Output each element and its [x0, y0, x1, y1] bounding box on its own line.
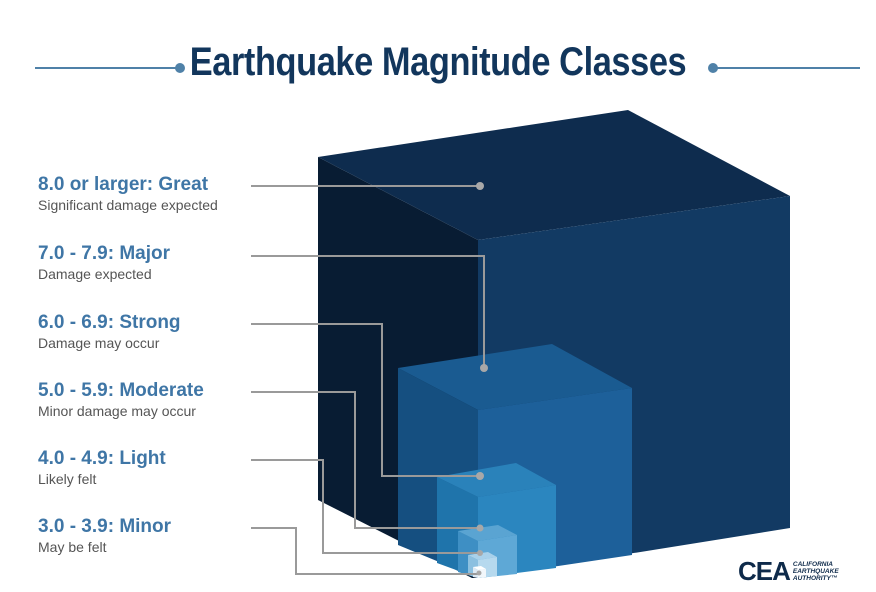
cube-minor-top-face — [473, 566, 486, 570]
title-rule-right — [714, 67, 860, 69]
connector-major-dot — [480, 364, 488, 372]
label-moderate-range: 5.0 - 5.9: Moderate — [38, 380, 204, 401]
cea-logo-subtitle: CALIFORNIA EARTHQUAKE AUTHORITY™ — [793, 561, 839, 582]
label-light-description: Likely felt — [38, 471, 97, 487]
title-rule-left-dot — [175, 63, 185, 73]
cube-major-top-face — [398, 344, 632, 410]
cea-logo-mark: CEA — [738, 556, 791, 586]
label-strong-range: 6.0 - 6.9: Strong — [38, 312, 181, 333]
cube-strong-top-face — [437, 463, 556, 497]
cea-logo-line-1: CALIFORNIA — [792, 561, 833, 568]
label-great: 8.0 or larger: Great Significant damage … — [38, 174, 218, 214]
label-great-range: 8.0 or larger: Great — [38, 174, 209, 195]
connector-strong — [251, 323, 480, 477]
cea-logo-line-3: AUTHORITY™ — [792, 575, 838, 582]
label-moderate: 5.0 - 5.9: Moderate Minor damage may occ… — [38, 380, 204, 420]
title-rule-left — [35, 67, 180, 69]
label-light-range: 4.0 - 4.9: Light — [38, 448, 166, 469]
cube-minor-left-face — [473, 567, 478, 578]
connector-light-dot — [477, 550, 483, 556]
label-strong: 6.0 - 6.9: Strong Damage may occur — [38, 312, 181, 352]
label-minor-description: May be felt — [38, 539, 107, 555]
label-minor: 3.0 - 3.9: Minor May be felt — [38, 516, 171, 556]
connector-moderate — [251, 391, 480, 529]
label-great-description: Significant damage expected — [38, 197, 218, 213]
connector-minor-dot — [476, 570, 482, 576]
cube-great-top-face — [318, 110, 790, 240]
title-rule-right-dot — [708, 63, 718, 73]
label-major-range: 7.0 - 7.9: Major — [38, 243, 170, 264]
page-title: Earthquake Magnitude Classes — [189, 40, 687, 84]
label-strong-description: Damage may occur — [38, 335, 160, 351]
connector-light — [251, 459, 480, 554]
connector-moderate-dot — [476, 524, 484, 532]
cea-logo-line-2: EARTHQUAKE — [792, 568, 839, 575]
connector-major — [251, 255, 485, 366]
label-light: 4.0 - 4.9: Light Likely felt — [38, 448, 166, 488]
label-moderate-description: Minor damage may occur — [38, 403, 196, 419]
label-major-description: Damage expected — [38, 266, 152, 282]
cea-logo: CEA CALIFORNIA EARTHQUAKE AUTHORITY™ — [738, 556, 839, 587]
connector-great-dot — [476, 182, 484, 190]
label-major: 7.0 - 7.9: Major Damage expected — [38, 243, 170, 283]
label-minor-range: 3.0 - 3.9: Minor — [38, 516, 172, 537]
connector-strong-dot — [476, 472, 484, 480]
connector-minor — [251, 527, 478, 575]
